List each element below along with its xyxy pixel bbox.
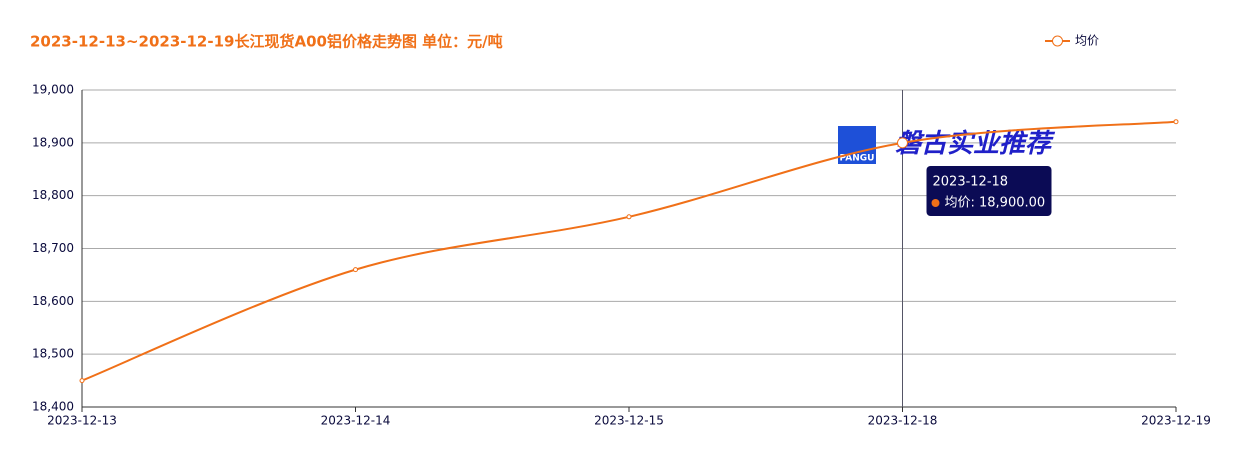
- point: [626, 214, 632, 220]
- y-tick-label: 18,500: [32, 347, 74, 361]
- legend-marker: [1052, 35, 1063, 47]
- x-tick-label: 2023-12-14: [321, 414, 391, 428]
- point: [79, 378, 85, 384]
- tooltip: 2023-12-18 均价: 18,900.00: [926, 166, 1052, 216]
- tooltip-marker: [931, 199, 940, 207]
- y-tick-label: 18,400: [32, 400, 74, 414]
- y-tick-label: 18,800: [32, 188, 74, 202]
- x-tick-label: 2023-12-18: [868, 414, 938, 428]
- tooltip-title: 2023-12-18: [933, 175, 1009, 190]
- x-tick-label: 2023-12-15: [594, 414, 664, 428]
- watermark-logo-text: PANGU: [840, 154, 875, 164]
- y-tick-label: 19,000: [32, 83, 74, 97]
- y-tick-label: 18,600: [32, 294, 74, 308]
- watermark: PANGU 磐古实业推荐: [838, 126, 1056, 164]
- tooltip-text: 均价: 18,900.00: [945, 196, 1046, 211]
- line: [81, 120, 1177, 382]
- watermark-logo: [838, 126, 876, 164]
- tooltip-box: [926, 166, 1052, 216]
- chart-title: 2023-12-13~2023-12-19长江现货A00铝价格走势图 单位：元/…: [30, 33, 503, 51]
- y-tick-label: 18,900: [32, 135, 74, 149]
- point: [353, 267, 358, 273]
- legend-label: 均价: [1075, 34, 1099, 48]
- x-tick-label: 2023-12-13: [47, 414, 117, 428]
- x-tick-label: 2023-12-19: [1141, 414, 1211, 428]
- point: [1173, 119, 1179, 125]
- y-tick-label: 18,700: [32, 241, 74, 255]
- point: [897, 137, 908, 149]
